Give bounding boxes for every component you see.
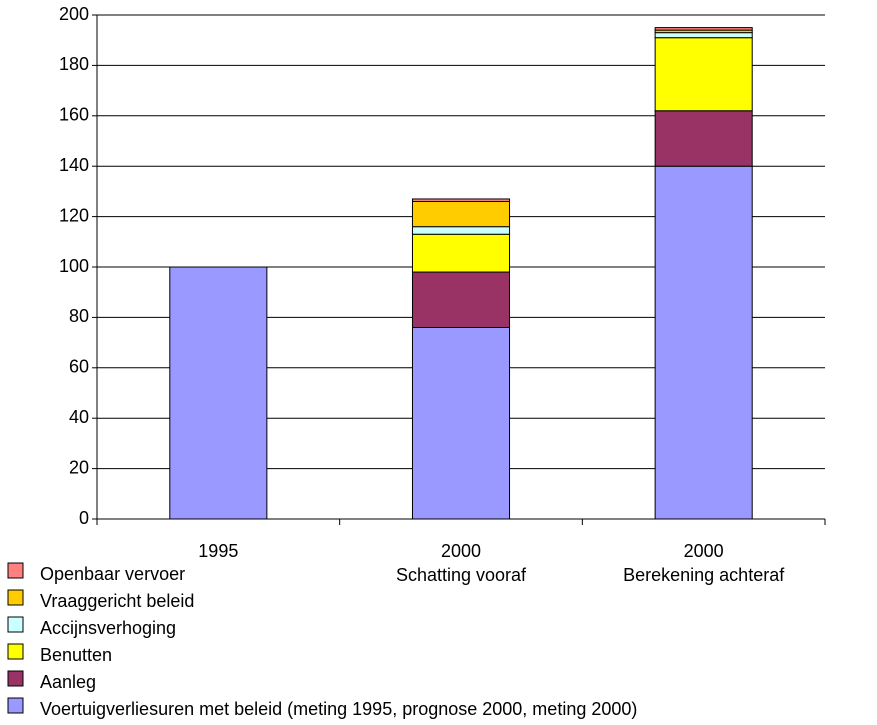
y-tick-label: 60	[69, 357, 89, 377]
y-tick-label: 180	[59, 54, 89, 74]
y-tick-label: 40	[69, 407, 89, 427]
bar-segment	[654, 32, 753, 39]
y-tick-label: 80	[69, 306, 89, 326]
legend-swatch	[7, 589, 24, 606]
legend-label: Accijnsverhoging	[40, 618, 176, 638]
legend-swatch	[7, 562, 24, 579]
bar-segment	[654, 165, 753, 520]
legend-swatch	[7, 643, 24, 660]
y-tick-label: 120	[59, 205, 89, 225]
y-tick-label: 0	[79, 508, 89, 528]
y-tick-label: 20	[69, 457, 89, 477]
y-tick-label: 140	[59, 155, 89, 175]
x-tick-label: Berekening achteraf	[623, 565, 785, 585]
bar-segment	[411, 200, 511, 228]
legend-label: Vraaggericht beleid	[40, 591, 194, 611]
bar-segment	[654, 110, 753, 167]
legend-swatch	[7, 616, 24, 633]
x-tick-label: 1995	[198, 541, 238, 561]
legend-label: Aanleg	[40, 672, 96, 692]
x-tick-label: 2000	[684, 541, 724, 561]
bar-segment	[169, 266, 268, 520]
x-tick-label: 2000	[441, 541, 481, 561]
y-tick-label: 100	[59, 256, 89, 276]
bar-segment	[411, 233, 511, 273]
legend-label: Openbaar vervoer	[40, 564, 185, 584]
x-tick-label: Schatting vooraf	[396, 565, 527, 585]
bar-segment	[654, 37, 753, 112]
bar-segment	[411, 226, 511, 235]
legend-swatch	[7, 670, 24, 687]
bar-segment	[654, 27, 753, 31]
bar-segment	[411, 198, 511, 202]
y-tick-label: 160	[59, 105, 89, 125]
y-tick-label: 200	[59, 4, 89, 24]
legend-swatch	[7, 697, 24, 714]
bar-segment	[411, 326, 511, 520]
legend-label: Voertuigverliesuren met beleid (meting 1…	[40, 699, 637, 719]
legend-label: Benutten	[40, 645, 112, 665]
bar-segment	[411, 271, 511, 328]
